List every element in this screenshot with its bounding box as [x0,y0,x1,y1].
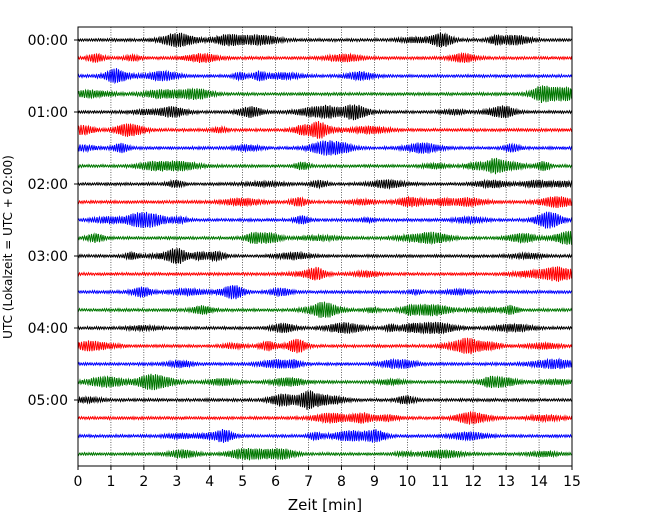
trace-line [77,178,573,191]
x-tick-label: 13 [497,474,515,490]
y-axis: 00:00 01:00 02:00 03:00 04:00 05:00 [28,33,78,409]
trace-line [77,301,573,318]
plot-frame [77,26,573,467]
trace-line [77,104,573,121]
trace-line [77,32,573,48]
trace-line [77,68,573,85]
trace-line [77,448,573,461]
x-tick-label: 9 [370,474,379,490]
trace-line [77,248,573,265]
trace-line [77,337,573,355]
y-tick-label: 02:00 [28,177,68,193]
x-tick-label: 4 [205,474,214,490]
x-tick-label: 0 [74,474,83,490]
x-tick-label: 14 [530,474,548,490]
x-tick-label: 5 [238,474,247,490]
trace-line [77,410,573,425]
x-tick-label: 8 [337,474,346,490]
trace-line [77,230,573,246]
y-axis-label: UTC (Lokalzeit = UTC + 02:00) [1,155,15,339]
trace-line [77,321,573,335]
trace-line [77,429,573,443]
y-tick-label: 00:00 [28,33,68,49]
y-tick-label: 01:00 [28,105,68,121]
y-tick-label: 05:00 [28,393,68,409]
trace-line [77,357,573,370]
y-tick-label: 04:00 [28,321,68,337]
x-tick-label: 11 [431,474,449,490]
trace-line [77,157,573,175]
trace-line [77,51,573,64]
x-tick-label: 12 [464,474,482,490]
plot-area [78,27,572,466]
x-tick-label: 1 [106,474,115,490]
trace-line [77,195,573,209]
trace-line [77,285,573,300]
trace-line [77,373,573,391]
traces [77,32,573,461]
x-axis-label: Zeit [min] [288,496,362,514]
y-tick-label: 03:00 [28,249,68,265]
x-axis: 0 1 2 3 4 5 6 7 8 9 10 11 12 13 14 15 [74,466,581,490]
x-tick-label: 10 [398,474,416,490]
trace-line [77,211,573,229]
trace-line [77,266,573,282]
x-tick-label: 3 [172,474,181,490]
trace-line [77,121,573,139]
x-tick-label: 15 [563,474,581,490]
trace-line [77,389,573,410]
x-tick-label: 2 [139,474,148,490]
trace-line [77,85,573,103]
x-tick-label: 7 [304,474,313,490]
x-tick-label: 6 [271,474,280,490]
trace-line [77,140,573,156]
grid-lines [110,27,540,466]
